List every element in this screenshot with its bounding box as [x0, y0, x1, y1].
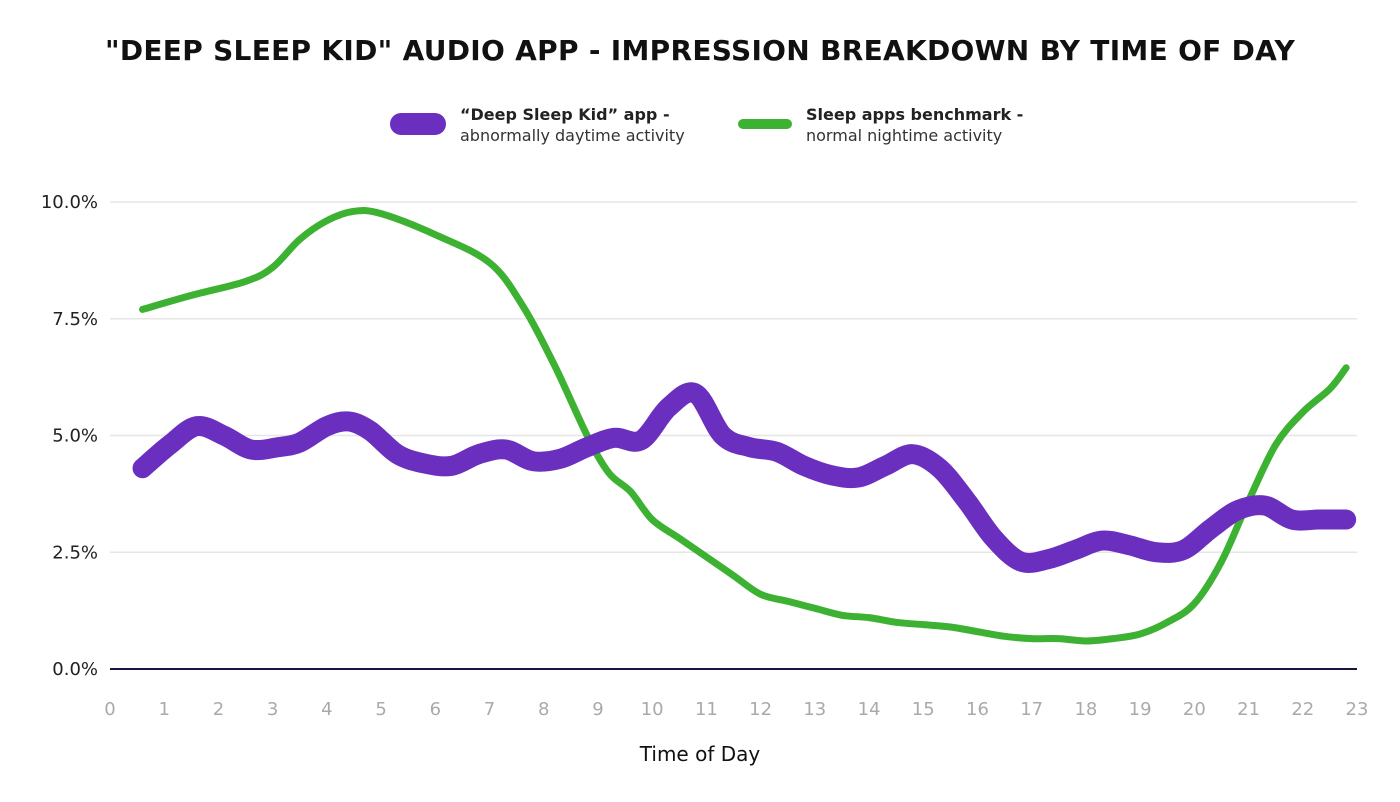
x-tick-label: 8	[538, 699, 549, 720]
series-lines	[132, 207, 1357, 645]
x-tick-label: 17	[1020, 699, 1043, 720]
legend-label-app: “Deep Sleep Kid” app	[460, 105, 658, 124]
x-tick-label: 5	[375, 699, 386, 720]
x-axis-ticks: 0 1 2 3 4 5 6 7 8 9 10 11 12 13 14 15 16 17 18 19 20 21 22 23	[104, 699, 1368, 720]
x-tick-label: 4	[321, 699, 332, 720]
legend-swatch-app	[390, 113, 446, 135]
y-tick-label: 2.5%	[52, 542, 98, 563]
x-tick-label: 14	[858, 699, 881, 720]
x-tick-label: 16	[966, 699, 989, 720]
legend-note-app: abnormally daytime activity	[460, 126, 685, 145]
x-axis-label: Time of Day	[639, 742, 761, 766]
series-line-deep-sleep-kid	[132, 382, 1357, 573]
x-tick-label: 9	[592, 699, 603, 720]
y-axis-ticks: 0.0% 2.5% 5.0% 7.5% 10.0%	[41, 192, 98, 680]
x-tick-label: 1	[158, 699, 169, 720]
x-tick-label: 15	[912, 699, 935, 720]
x-tick-label: 2	[213, 699, 224, 720]
grid	[110, 201, 1357, 553]
legend-item-benchmark: Sleep apps benchmark - normal nightime a…	[738, 104, 1023, 146]
x-tick-label: 11	[695, 699, 718, 720]
legend: “Deep Sleep Kid” app - abnormally daytim…	[0, 104, 1400, 154]
x-tick-label: 22	[1291, 699, 1314, 720]
legend-note-benchmark: normal nightime activity	[806, 126, 1003, 145]
y-tick-label: 10.0%	[41, 192, 98, 213]
y-tick-label: 0.0%	[52, 659, 98, 680]
x-tick-label: 0	[104, 699, 115, 720]
x-tick-label: 18	[1074, 699, 1097, 720]
y-tick-label: 7.5%	[52, 309, 98, 330]
x-tick-label: 10	[641, 699, 664, 720]
x-tick-label: 23	[1346, 699, 1369, 720]
x-tick-label: 13	[803, 699, 826, 720]
x-tick-label: 7	[484, 699, 495, 720]
series-line-benchmark	[139, 207, 1350, 645]
x-tick-label: 21	[1237, 699, 1260, 720]
legend-swatch-benchmark	[738, 119, 792, 129]
x-tick-label: 19	[1129, 699, 1152, 720]
x-tick-label: 20	[1183, 699, 1206, 720]
legend-label-benchmark: Sleep apps benchmark	[806, 105, 1012, 124]
x-tick-label: 3	[267, 699, 278, 720]
chart-title: "DEEP SLEEP KID" AUDIO APP - IMPRESSION …	[104, 34, 1296, 67]
x-tick-label: 6	[430, 699, 441, 720]
x-tick-label: 12	[749, 699, 772, 720]
legend-item-app: “Deep Sleep Kid” app - abnormally daytim…	[390, 104, 685, 146]
y-tick-label: 5.0%	[52, 426, 98, 447]
